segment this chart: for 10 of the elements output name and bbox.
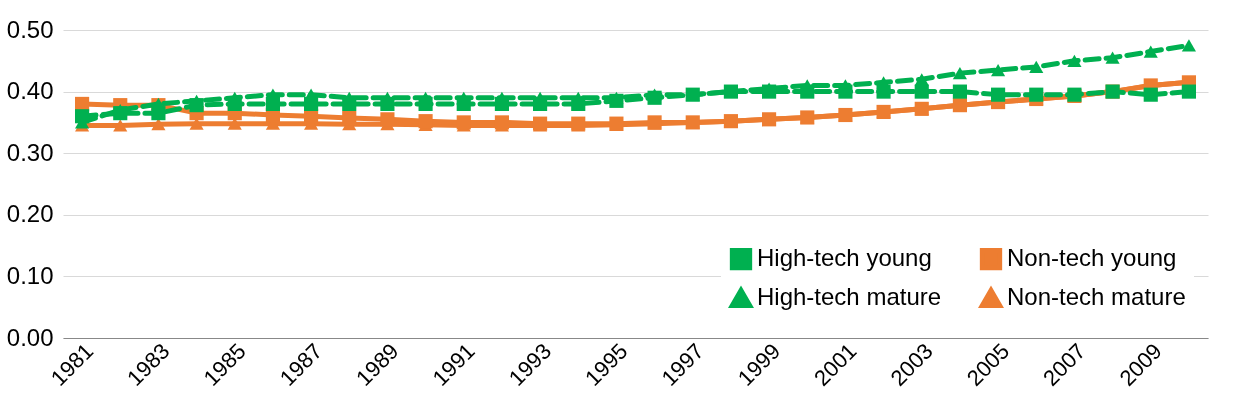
y-tick-label: 0.50 [6, 15, 54, 43]
legend-label: High-tech mature [757, 283, 942, 310]
y-tick-label: 0.20 [6, 200, 54, 228]
legend-label: Non-tech mature [1007, 283, 1186, 310]
legend-label: Non-tech young [1007, 244, 1177, 272]
y-tick-label: 0.30 [6, 138, 54, 166]
y-tick-label: 0.00 [6, 323, 54, 351]
y-tick-label: 0.10 [6, 261, 54, 289]
legend-label: High-tech young [757, 244, 932, 272]
y-tick-label: 0.40 [6, 77, 54, 105]
